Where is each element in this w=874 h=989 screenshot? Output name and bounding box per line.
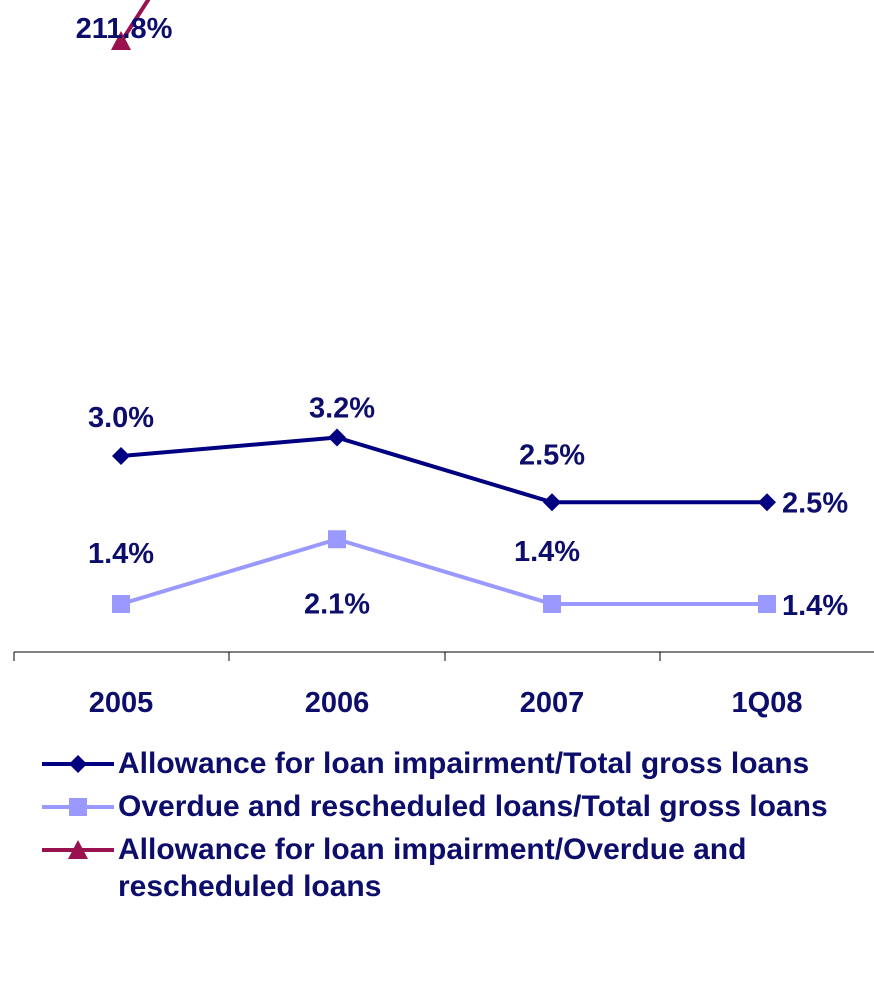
x-tick-label: 1Q08 [732, 687, 803, 719]
series-layer [111, 0, 776, 613]
series-line [119, 0, 151, 44]
data-point-diamond [543, 493, 561, 512]
data-point-diamond [758, 493, 776, 512]
series-line [120, 537, 767, 606]
legend-label: Allowance for loan impairment/Overdue an… [118, 833, 747, 903]
data-point-square [112, 595, 130, 613]
data-label: 1.4% [88, 538, 154, 570]
data-label: 3.0% [88, 402, 154, 434]
legend-triangle-marker [42, 840, 114, 859]
data-label-layer: 3.0%3.2%2.5%2.5%1.4%2.1%1.4%1.4%211.8%15… [76, 13, 849, 622]
legend: Allowance for loan impairment/Total gros… [40, 745, 870, 911]
chart: 2005 2006 2007 1Q08 3.0% 3.2% 2.5% 2.5% 1.4%… [13, 0, 874, 719]
legend-item: Allowance for loan impairment/Total gros… [40, 745, 870, 782]
data-label: 211.8% [76, 13, 173, 45]
legend-item: Allowance for loan impairment/Overdue an… [40, 831, 870, 905]
data-point-square [758, 595, 776, 613]
data-point-square [543, 595, 561, 613]
data-label: 2.5% [782, 487, 848, 519]
data-point-diamond [328, 428, 346, 447]
data-label: 2.5% [519, 439, 585, 471]
data-label: 3.2% [309, 393, 375, 425]
data-label: 1.4% [514, 536, 580, 568]
x-tick-label: 2007 [520, 687, 585, 719]
legend-diamond-marker [42, 755, 114, 773]
legend-label: Allowance for loan impairment/Total gros… [118, 747, 810, 780]
data-point-diamond [112, 447, 130, 465]
data-point-triangle [111, 31, 131, 50]
legend-square-marker [42, 798, 114, 816]
data-label: 2.1% [304, 588, 370, 620]
data-label: 1.4% [782, 590, 848, 622]
data-point-square [328, 530, 346, 549]
x-tick-label: 2006 [305, 687, 370, 719]
series-line [120, 435, 767, 505]
legend-label: Overdue and rescheduled loans/Total gros… [118, 790, 828, 823]
legend-item: Overdue and rescheduled loans/Total gros… [40, 788, 870, 825]
x-tick-label: 2005 [89, 687, 154, 719]
